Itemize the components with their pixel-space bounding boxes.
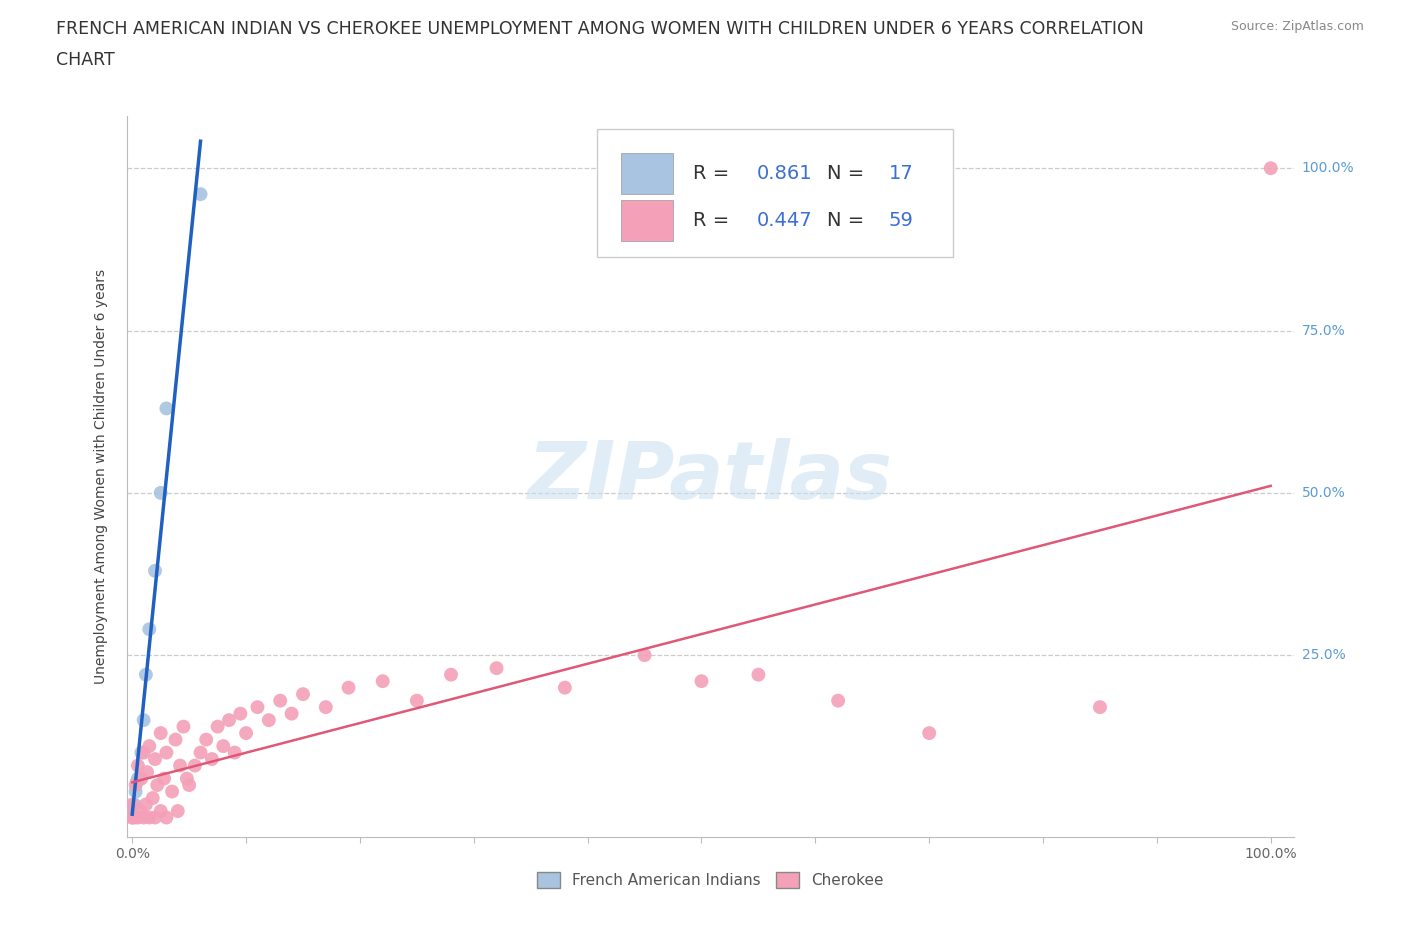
Text: CHART: CHART — [56, 51, 115, 69]
Text: N =: N = — [827, 165, 870, 183]
Text: 0.861: 0.861 — [756, 165, 813, 183]
Point — [166, 804, 188, 818]
Point — [280, 706, 302, 721]
FancyBboxPatch shape — [621, 153, 672, 194]
Point — [124, 810, 146, 825]
Point — [143, 751, 166, 766]
Text: N =: N = — [827, 211, 870, 231]
Point — [121, 807, 143, 822]
Point — [121, 808, 143, 823]
Point — [121, 810, 143, 825]
Point — [121, 797, 143, 812]
Point — [155, 810, 177, 825]
Point — [747, 667, 769, 682]
Point — [190, 187, 212, 202]
Point — [440, 667, 463, 682]
Point — [125, 775, 148, 790]
Point — [690, 673, 713, 688]
Point — [121, 801, 143, 816]
Text: 17: 17 — [889, 165, 914, 183]
Point — [124, 784, 146, 799]
Point — [124, 777, 146, 792]
Point — [155, 401, 177, 416]
FancyBboxPatch shape — [596, 128, 953, 257]
Point — [143, 564, 166, 578]
Point — [201, 751, 224, 766]
Point — [149, 485, 172, 500]
Point — [224, 745, 246, 760]
Point — [135, 667, 157, 682]
Point — [633, 648, 655, 663]
Text: 50.0%: 50.0% — [1302, 485, 1346, 499]
Point — [176, 771, 198, 786]
Point — [315, 699, 337, 714]
Point — [485, 660, 508, 675]
Legend: French American Indians, Cherokee: French American Indians, Cherokee — [530, 866, 890, 895]
Point — [337, 680, 360, 695]
Point — [269, 693, 291, 708]
Point — [131, 745, 153, 760]
Point — [918, 725, 941, 740]
Point — [138, 622, 160, 637]
Point — [235, 725, 257, 740]
Point — [190, 745, 212, 760]
Text: R =: R = — [693, 165, 735, 183]
Point — [127, 810, 149, 825]
Point — [1260, 161, 1282, 176]
Point — [124, 797, 146, 812]
Point — [132, 810, 155, 825]
Point — [142, 790, 165, 805]
Point — [146, 777, 169, 792]
Text: 75.0%: 75.0% — [1302, 324, 1346, 338]
Text: R =: R = — [693, 211, 735, 231]
Text: Source: ZipAtlas.com: Source: ZipAtlas.com — [1230, 20, 1364, 33]
Point — [1088, 699, 1111, 714]
Point — [149, 804, 172, 818]
Point — [292, 686, 315, 701]
Point — [138, 810, 160, 825]
Point — [207, 719, 229, 734]
Text: FRENCH AMERICAN INDIAN VS CHEROKEE UNEMPLOYMENT AMONG WOMEN WITH CHILDREN UNDER : FRENCH AMERICAN INDIAN VS CHEROKEE UNEMP… — [56, 20, 1144, 38]
Point — [165, 732, 187, 747]
Point — [138, 738, 160, 753]
Point — [827, 693, 849, 708]
Text: 59: 59 — [889, 211, 914, 231]
Text: 0.447: 0.447 — [756, 211, 813, 231]
Point — [218, 712, 240, 727]
Point — [121, 804, 143, 818]
Point — [132, 745, 155, 760]
Text: 25.0%: 25.0% — [1302, 648, 1346, 662]
Point — [246, 699, 269, 714]
Point — [153, 771, 176, 786]
Point — [143, 810, 166, 825]
Point — [136, 764, 159, 779]
Y-axis label: Unemployment Among Women with Children Under 6 years: Unemployment Among Women with Children U… — [94, 269, 108, 684]
Point — [212, 738, 235, 753]
Point — [405, 693, 427, 708]
Point — [131, 771, 153, 786]
Text: 100.0%: 100.0% — [1302, 161, 1354, 175]
Point — [155, 745, 177, 760]
Point — [195, 732, 218, 747]
Point — [371, 673, 394, 688]
Point — [184, 758, 207, 773]
Point — [127, 771, 149, 786]
Point — [172, 719, 194, 734]
Point — [257, 712, 280, 727]
Point — [229, 706, 252, 721]
Point — [132, 712, 155, 727]
FancyBboxPatch shape — [621, 200, 672, 241]
Point — [554, 680, 576, 695]
Point — [160, 784, 183, 799]
Point — [129, 804, 152, 818]
Point — [121, 810, 143, 825]
Point — [135, 797, 157, 812]
Point — [149, 725, 172, 740]
Text: ZIPatlas: ZIPatlas — [527, 438, 893, 515]
Point — [169, 758, 191, 773]
Point — [127, 758, 149, 773]
Point — [179, 777, 201, 792]
